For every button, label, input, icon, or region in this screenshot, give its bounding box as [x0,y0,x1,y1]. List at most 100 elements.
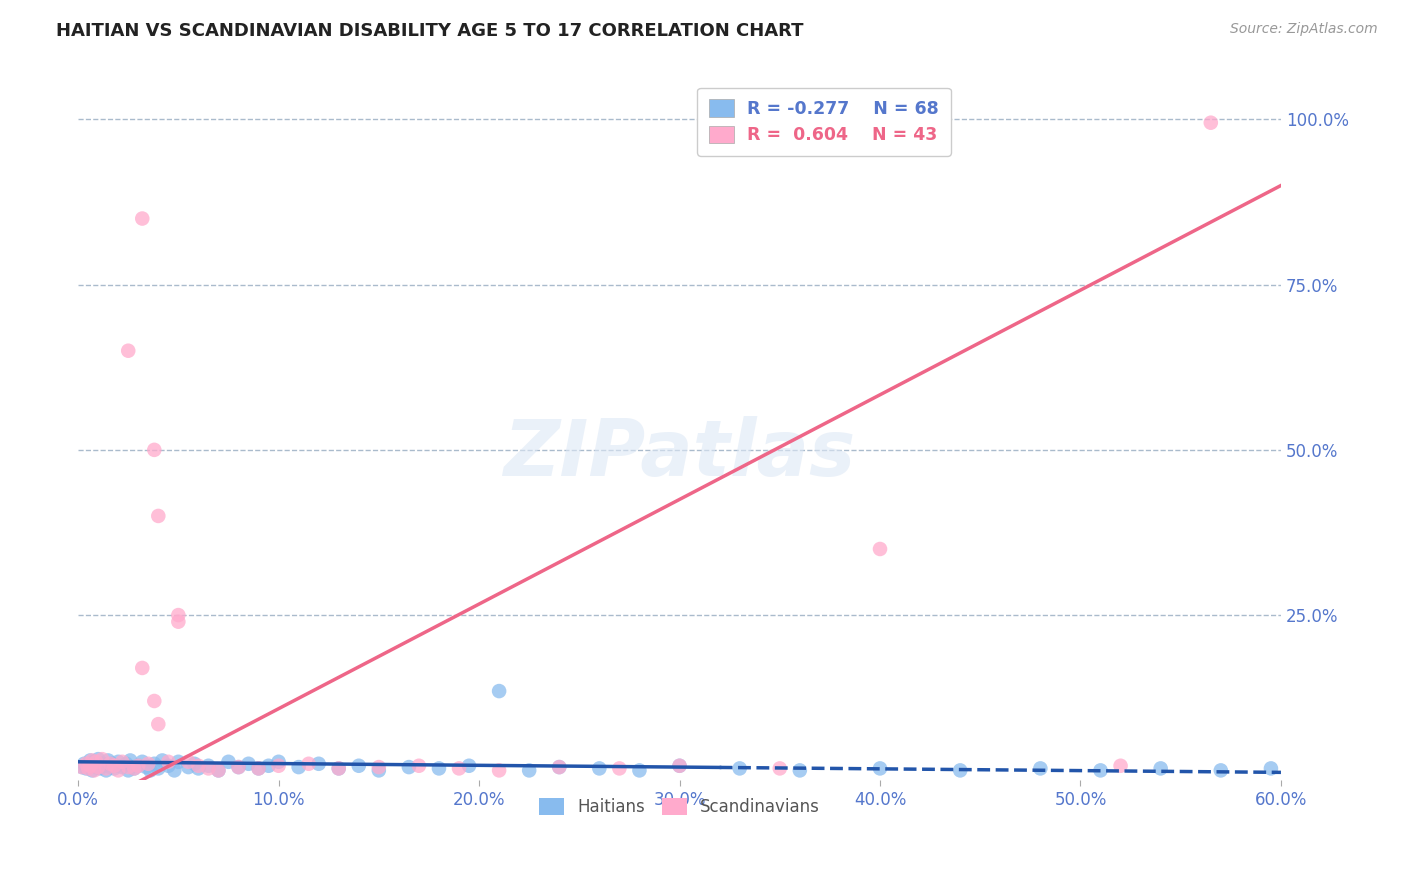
Point [488,684,510,698]
Point [101,756,124,771]
Point [79,758,101,772]
Point [75,761,97,775]
Point [84,755,107,769]
Point [458,758,481,772]
Point [131,755,153,769]
Point [91,756,114,771]
Point [769,761,792,775]
Point [408,758,430,772]
Point [177,760,200,774]
Point [949,764,972,778]
Point [143,442,166,457]
Point [157,755,180,769]
Point [1090,764,1112,778]
Point [131,661,153,675]
Point [93,758,115,772]
Point [84,760,107,774]
Legend: Haitians, Scandinavians: Haitians, Scandinavians [530,789,828,824]
Point [267,758,290,772]
Point [75,756,97,771]
Point [869,541,891,556]
Point [257,758,280,772]
Text: Source: ZipAtlas.com: Source: ZipAtlas.com [1230,22,1378,37]
Point [1199,116,1222,130]
Point [77,761,100,775]
Point [668,758,690,772]
Point [167,755,190,769]
Point [488,764,510,778]
Point [328,761,350,775]
Point [148,717,170,731]
Point [89,761,111,775]
Point [115,756,138,771]
Point [107,764,129,778]
Point [228,760,250,774]
Point [97,754,120,768]
Point [143,694,166,708]
Point [187,761,209,775]
Point [1150,761,1173,775]
Point [228,760,250,774]
Point [367,760,389,774]
Point [103,758,125,772]
Point [548,760,571,774]
Point [398,760,420,774]
Point [789,764,811,778]
Point [148,761,170,775]
Point [588,761,610,775]
Point [96,761,118,775]
Point [167,615,190,629]
Text: HAITIAN VS SCANDINAVIAN DISABILITY AGE 5 TO 17 CORRELATION CHART: HAITIAN VS SCANDINAVIAN DISABILITY AGE 5… [56,22,804,40]
Point [207,764,229,778]
Point [131,211,153,226]
Point [157,758,180,772]
Point [111,760,134,774]
Point [1029,761,1052,775]
Point [82,754,104,768]
Point [103,761,125,775]
Point [197,758,219,772]
Point [87,760,110,774]
Point [122,761,145,775]
Point [82,764,104,778]
Point [127,758,149,772]
Point [96,764,118,778]
Point [238,756,260,771]
Point [163,764,186,778]
Point [117,343,139,358]
Point [148,508,170,523]
Point [127,758,149,772]
Point [77,758,100,772]
Point [298,756,321,771]
Point [869,761,891,775]
Point [83,764,105,778]
Point [136,756,159,771]
Point [728,761,751,775]
Point [167,608,190,623]
Point [517,764,540,778]
Point [98,760,121,774]
Point [427,761,450,775]
Point [73,756,96,771]
Point [247,761,270,775]
Point [308,756,330,771]
Point [122,761,145,775]
Point [197,761,219,775]
Point [111,755,134,769]
Point [70,760,93,774]
Point [328,761,350,775]
Point [187,758,209,772]
Point [183,756,205,771]
Point [91,752,114,766]
Point [347,758,370,772]
Point [135,760,157,774]
Point [79,754,101,768]
Point [139,764,162,778]
Point [548,760,571,774]
Point [247,761,270,775]
Point [367,764,389,778]
Point [107,755,129,769]
Point [117,764,139,778]
Point [98,756,121,771]
Point [120,754,142,768]
